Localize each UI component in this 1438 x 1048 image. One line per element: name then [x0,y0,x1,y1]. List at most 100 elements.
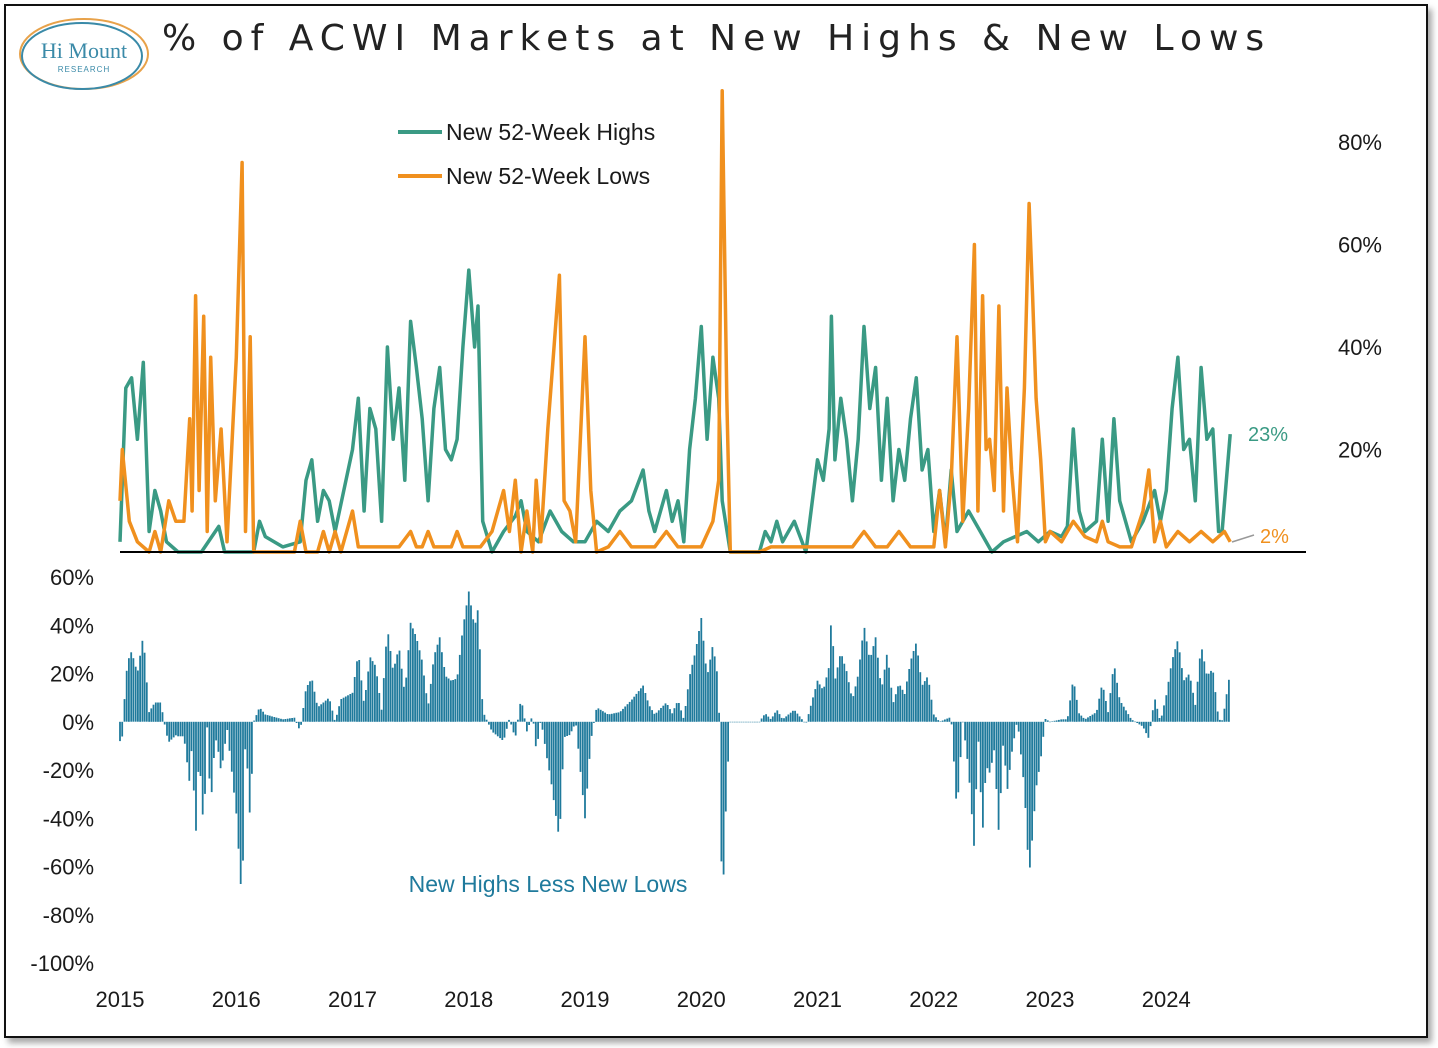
top-y-tick-label: 20% [1338,438,1382,463]
net-bar [472,619,475,722]
net-bar [447,678,450,722]
net-bar [1138,721,1141,725]
net-bar [132,658,135,722]
net-bar [546,721,548,759]
net-bar [595,709,598,722]
net-bar [550,721,553,785]
net-bar [360,680,363,722]
net-bar [454,679,457,722]
net-bar [662,705,665,722]
net-bar [559,721,562,819]
net-bar [892,702,895,722]
net-bar [555,721,557,816]
net-bar [514,721,517,736]
net-bar [888,667,890,722]
net-bar [673,708,676,722]
net-bar [970,721,973,815]
net-bar [1169,668,1172,722]
net-bar [1207,673,1210,722]
net-bar [199,721,202,776]
net-bar [143,652,146,722]
net-bar [123,699,126,722]
highs-lows-panel: 20% 40% 60% 80% New 52-Week Highs New 52-We… [118,89,1382,554]
net-bar [320,704,323,722]
net-bar [1178,652,1181,722]
net-bar [765,714,767,722]
net-bar [713,656,716,722]
net-bar [443,667,446,722]
net-bar [1093,713,1096,722]
net-bar [304,691,307,722]
net-bar [839,656,841,722]
net-bar [1136,721,1139,723]
net-bar [1189,680,1192,722]
net-bar [622,708,624,722]
net-bar [1037,721,1040,772]
net-bar [1042,721,1045,737]
net-bar [273,717,276,722]
net-bar [646,700,649,722]
net-bar [1053,720,1056,722]
net-bar [150,708,153,722]
net-bar [955,721,957,799]
bottom-y-tick-label: -20% [43,758,94,783]
net-bar [286,718,289,722]
net-bar [897,686,899,722]
net-bar [119,721,121,742]
net-bar [883,669,886,722]
net-bar [166,721,168,736]
net-bar [740,721,743,723]
net-bar [832,646,835,722]
net-bar [564,721,566,737]
net-bar [964,721,966,741]
net-bar [1223,708,1226,722]
net-bar [624,706,627,722]
net-bar [870,654,873,722]
net-bar [416,641,419,722]
net-bar [749,721,752,723]
net-bar [505,721,508,729]
net-bar [190,721,193,752]
net-bar [754,721,756,723]
net-bar [289,718,291,722]
net-bar [763,715,765,722]
net-bar [1024,721,1027,808]
net-bar [306,685,309,722]
net-bar [257,709,260,722]
net-bar [926,677,928,722]
net-bar [588,721,591,759]
net-bar [680,710,682,722]
net-bar [309,681,311,722]
net-bar [657,710,660,722]
net-bar [277,718,280,722]
net-bar [282,719,285,722]
net-bar [604,712,606,722]
net-bar [438,637,441,722]
net-bar [827,668,830,722]
net-bar [921,684,924,722]
net-bar [311,680,314,722]
net-bar [226,721,229,730]
net-bar [145,682,148,722]
net-bar [1102,689,1105,722]
net-bar [530,718,533,722]
net-bar [463,619,466,722]
net-bar [490,721,492,730]
net-bar [266,715,269,722]
net-bar [450,680,452,722]
net-bar [1154,699,1156,722]
net-bar [1131,720,1134,722]
net-bar [1203,661,1206,722]
net-bar [163,721,166,725]
net-bar [606,714,609,722]
net-bar [1026,721,1029,850]
net-bar [1176,641,1179,722]
net-bar [1201,649,1203,722]
net-bar [1120,703,1123,722]
net-bar [349,694,352,722]
net-bar [496,721,499,737]
net-bar [380,709,383,722]
net-bar [1158,718,1161,722]
net-bar [644,693,647,722]
net-bar [570,721,573,732]
